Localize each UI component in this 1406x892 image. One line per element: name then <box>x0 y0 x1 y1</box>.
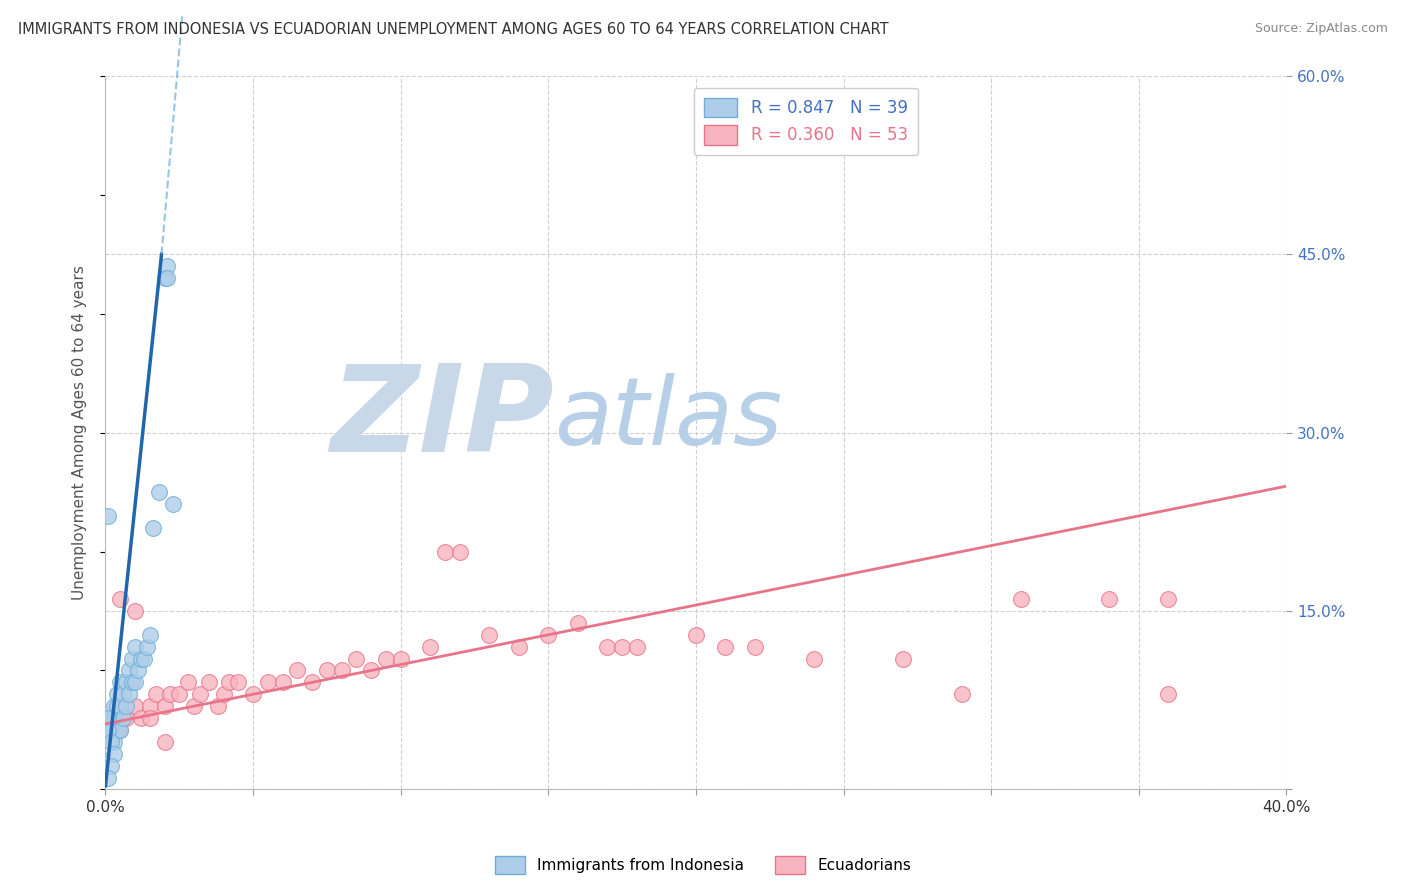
Text: ZIP: ZIP <box>330 359 554 477</box>
Point <box>567 615 589 630</box>
Point <box>891 651 914 665</box>
Point <box>110 699 132 714</box>
Point <box>103 711 125 725</box>
Point <box>103 735 125 749</box>
Point <box>105 699 128 714</box>
Point <box>153 271 176 285</box>
Point <box>626 640 648 654</box>
Point <box>153 699 176 714</box>
Point <box>508 640 530 654</box>
Point <box>212 687 235 701</box>
Point <box>118 687 141 701</box>
Point <box>1010 592 1032 607</box>
Point <box>115 699 138 714</box>
Point <box>159 687 181 701</box>
Text: IMMIGRANTS FROM INDONESIA VS ECUADORIAN UNEMPLOYMENT AMONG AGES 60 TO 64 YEARS C: IMMIGRANTS FROM INDONESIA VS ECUADORIAN … <box>18 22 889 37</box>
Point <box>124 604 146 618</box>
Point <box>419 640 441 654</box>
Point <box>449 544 471 558</box>
Point <box>610 640 633 654</box>
Point <box>803 651 825 665</box>
Point <box>156 271 179 285</box>
Point <box>127 664 149 678</box>
Point <box>124 699 146 714</box>
Point <box>110 592 132 607</box>
Point <box>129 651 152 665</box>
Point <box>256 675 278 690</box>
Point <box>138 699 162 714</box>
Point <box>121 675 143 690</box>
Text: Source: ZipAtlas.com: Source: ZipAtlas.com <box>1254 22 1388 36</box>
Point <box>1157 687 1180 701</box>
Point <box>315 664 337 678</box>
Point <box>142 521 165 535</box>
Point <box>197 675 219 690</box>
Point <box>118 664 141 678</box>
Point <box>714 640 737 654</box>
Point <box>124 640 146 654</box>
Point <box>207 699 229 714</box>
Point <box>360 664 382 678</box>
Point <box>97 723 120 737</box>
Point <box>121 651 143 665</box>
Point <box>97 508 120 523</box>
Point <box>330 664 353 678</box>
Text: atlas: atlas <box>554 373 783 464</box>
Point <box>124 675 146 690</box>
Point <box>103 699 125 714</box>
Point <box>271 675 294 690</box>
Point <box>97 711 120 725</box>
Point <box>301 675 323 690</box>
Point <box>226 675 250 690</box>
Point <box>112 687 135 701</box>
Point <box>148 485 170 500</box>
Point <box>110 723 132 737</box>
Point <box>103 747 125 761</box>
Point <box>115 675 138 690</box>
Point <box>153 735 176 749</box>
Point <box>162 497 184 511</box>
Point <box>138 711 162 725</box>
Point <box>169 687 191 701</box>
Point <box>110 675 132 690</box>
Point <box>103 711 125 725</box>
Point <box>744 640 766 654</box>
Point <box>115 711 138 725</box>
Point <box>374 651 398 665</box>
Point <box>1098 592 1121 607</box>
Point <box>537 628 560 642</box>
Legend: R = 0.847   N = 39, R = 0.360   N = 53: R = 0.847 N = 39, R = 0.360 N = 53 <box>695 87 918 154</box>
Point <box>100 758 122 772</box>
Point <box>287 664 309 678</box>
Point <box>1157 592 1180 607</box>
Point <box>100 711 122 725</box>
Point <box>105 687 128 701</box>
Point <box>596 640 619 654</box>
Point <box>346 651 368 665</box>
Point <box>132 651 155 665</box>
Point <box>145 687 167 701</box>
Y-axis label: Unemployment Among Ages 60 to 64 years: Unemployment Among Ages 60 to 64 years <box>72 265 87 600</box>
Point <box>188 687 211 701</box>
Point <box>478 628 501 642</box>
Legend: Immigrants from Indonesia, Ecuadorians: Immigrants from Indonesia, Ecuadorians <box>488 850 918 880</box>
Point <box>105 723 128 737</box>
Point <box>138 628 162 642</box>
Point <box>100 735 122 749</box>
Point <box>685 628 707 642</box>
Point <box>100 723 122 737</box>
Point <box>950 687 973 701</box>
Point <box>183 699 205 714</box>
Point <box>389 651 412 665</box>
Point <box>177 675 200 690</box>
Point <box>112 711 135 725</box>
Point <box>129 711 152 725</box>
Point <box>242 687 264 701</box>
Point <box>156 259 179 273</box>
Point <box>218 675 240 690</box>
Point <box>434 544 457 558</box>
Point <box>97 771 120 785</box>
Point <box>110 723 132 737</box>
Point <box>135 640 157 654</box>
